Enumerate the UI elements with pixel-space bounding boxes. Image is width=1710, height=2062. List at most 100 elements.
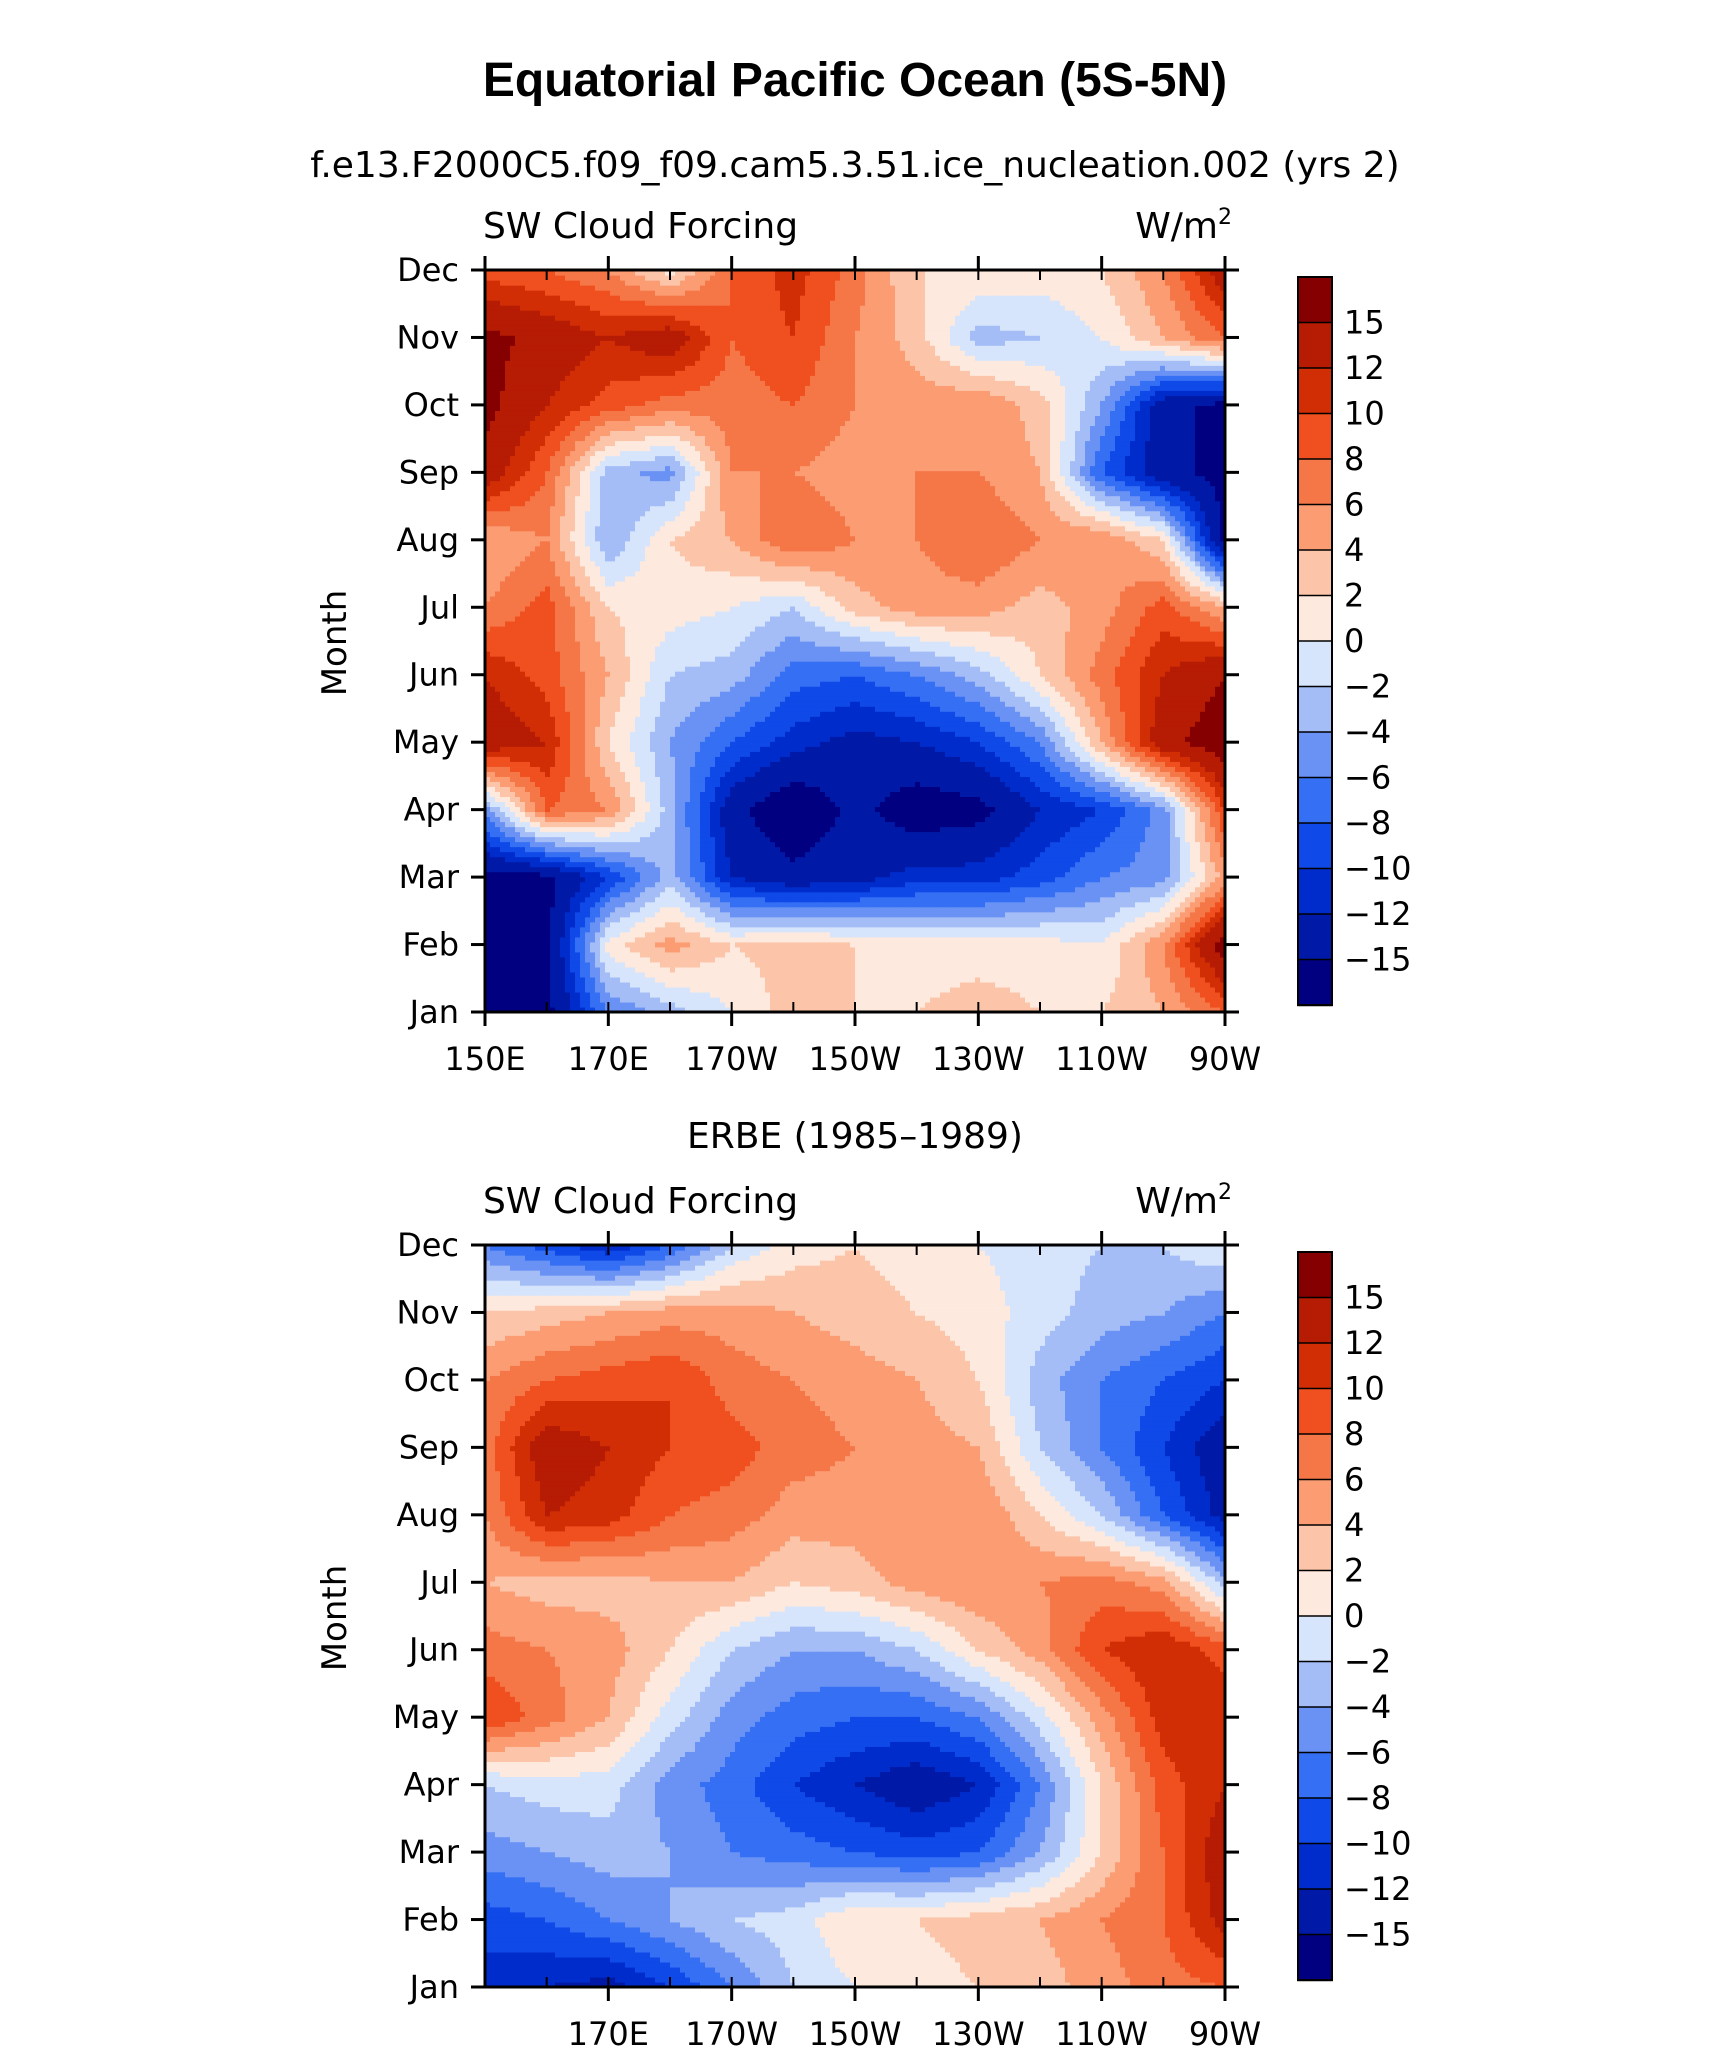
heatmap-cell: [1000, 932, 1006, 938]
heatmap-cell: [855, 882, 861, 888]
heatmap-cell: [1115, 852, 1121, 858]
heatmap-cell: [505, 952, 511, 958]
heatmap-cell: [1065, 952, 1071, 958]
heatmap-cell: [740, 952, 746, 958]
heatmap-cell: [510, 842, 516, 848]
heatmap-cell: [790, 847, 796, 853]
heatmap-cell: [700, 967, 706, 973]
heatmap-cell: [740, 932, 746, 938]
heatmap-cell: [960, 897, 966, 903]
heatmap-cell: [630, 907, 636, 913]
heatmap-cell: [730, 967, 736, 973]
heatmap-cell: [685, 932, 691, 938]
heatmap-cell: [1135, 942, 1141, 948]
heatmap-cell: [1155, 847, 1161, 853]
heatmap-cell: [1130, 872, 1136, 878]
heatmap-cell: [570, 927, 576, 933]
heatmap-cell: [515, 932, 521, 938]
heatmap-cell: [530, 1002, 536, 1008]
heatmap-cell: [570, 932, 576, 938]
heatmap-cell: [895, 997, 901, 1003]
heatmap-cell: [510, 852, 516, 858]
heatmap-cell: [1130, 967, 1136, 973]
heatmap-cell: [735, 902, 741, 908]
heatmap-cell: [545, 927, 551, 933]
heatmap-cell: [1095, 907, 1101, 913]
heatmap-cell: [780, 867, 786, 873]
heatmap-cell: [1040, 857, 1046, 863]
heatmap-cell: [1105, 912, 1111, 918]
heatmap-cell: [550, 972, 556, 978]
heatmap-cell: [765, 857, 771, 863]
heatmap-cell: [980, 912, 986, 918]
heatmap-cell: [925, 947, 931, 953]
heatmap-cell: [1180, 997, 1186, 1003]
heatmap-cell: [800, 987, 806, 993]
heatmap-cell: [1040, 882, 1046, 888]
heatmap-cell: [1165, 992, 1171, 998]
heatmap-cell: [1190, 977, 1196, 983]
heatmap-cell: [1215, 942, 1221, 948]
heatmap-cell: [945, 887, 951, 893]
heatmap-cell: [915, 997, 921, 1003]
heatmap-cell: [1070, 972, 1076, 978]
heatmap-cell: [1100, 877, 1106, 883]
heatmap-cell: [650, 897, 656, 903]
heatmap-cell: [985, 922, 991, 928]
heatmap-cell: [1005, 872, 1011, 878]
heatmap-cell: [880, 897, 886, 903]
heatmap-cell: [665, 917, 671, 923]
heatmap-cell: [915, 887, 921, 893]
heatmap-cell: [845, 947, 851, 953]
heatmap-cell: [835, 882, 841, 888]
heatmap-cell: [985, 952, 991, 958]
heatmap-cell: [1070, 967, 1076, 973]
heatmap-cell: [695, 872, 701, 878]
heatmap-cell: [945, 932, 951, 938]
heatmap-cell: [1070, 977, 1076, 983]
heatmap-cell: [610, 972, 616, 978]
heatmap-cell: [540, 877, 546, 883]
heatmap-cell: [535, 932, 541, 938]
heatmap-cell: [625, 887, 631, 893]
heatmap-cell: [1125, 882, 1131, 888]
heatmap-cell: [1125, 892, 1131, 898]
heatmap-cell: [1020, 982, 1026, 988]
heatmap-cell: [675, 862, 681, 868]
heatmap-cell: [1120, 872, 1126, 878]
heatmap-cell: [1035, 907, 1041, 913]
heatmap-cell: [535, 897, 541, 903]
heatmap-cell: [675, 937, 681, 943]
heatmap-cell: [635, 982, 641, 988]
heatmap-cell: [1025, 852, 1031, 858]
heatmap-cell: [555, 917, 561, 923]
heatmap-cell: [655, 982, 661, 988]
heatmap-cell: [575, 862, 581, 868]
heatmap-cell: [800, 842, 806, 848]
heatmap-cell: [995, 937, 1001, 943]
heatmap-cell: [895, 977, 901, 983]
heatmap-cell: [1110, 897, 1116, 903]
heatmap-cell: [680, 972, 686, 978]
heatmap-cell: [1215, 917, 1221, 923]
heatmap-cell: [670, 892, 676, 898]
heatmap-cell: [705, 947, 711, 953]
heatmap-cell: [810, 962, 816, 968]
heatmap-cell: [1040, 852, 1046, 858]
heatmap-cell: [830, 927, 836, 933]
heatmap-cell: [930, 872, 936, 878]
heatmap-cell: [980, 897, 986, 903]
heatmap-cell: [640, 857, 646, 863]
panel-model-units-sup: 2: [1218, 205, 1232, 230]
heatmap-cell: [685, 957, 691, 963]
heatmap-cell: [940, 867, 946, 873]
heatmap-cell: [625, 1002, 631, 1008]
heatmap-cell: [955, 882, 961, 888]
heatmap-cell: [640, 932, 646, 938]
heatmap-cell: [775, 957, 781, 963]
heatmap-cell: [860, 897, 866, 903]
heatmap-cell: [985, 847, 991, 853]
heatmap-cell: [1030, 912, 1036, 918]
heatmap-cell: [1115, 912, 1121, 918]
heatmap-cell: [930, 877, 936, 883]
